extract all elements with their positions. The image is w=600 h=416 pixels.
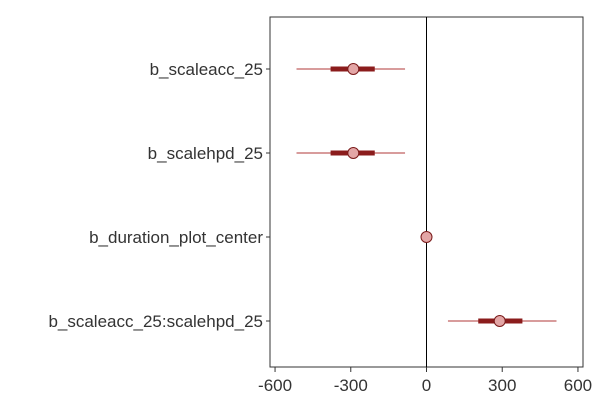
x-tick-label: -600: [258, 376, 292, 395]
mean-point: [347, 147, 360, 159]
x-tick-label: -300: [334, 376, 368, 395]
y-tick-label: b_scaleacc_25: [150, 60, 263, 79]
y-tick-label: b_scaleacc_25:scalehpd_25: [48, 312, 263, 331]
y-tick-label: b_scalehpd_25: [148, 144, 263, 163]
x-tick-label: 600: [564, 376, 592, 395]
y-tick-label: b_duration_plot_center: [89, 228, 263, 247]
mean-point: [347, 63, 360, 75]
mean-point: [493, 315, 506, 327]
x-tick-label: 0: [422, 376, 431, 395]
x-tick-label: 300: [488, 376, 516, 395]
mean-point: [420, 231, 433, 243]
